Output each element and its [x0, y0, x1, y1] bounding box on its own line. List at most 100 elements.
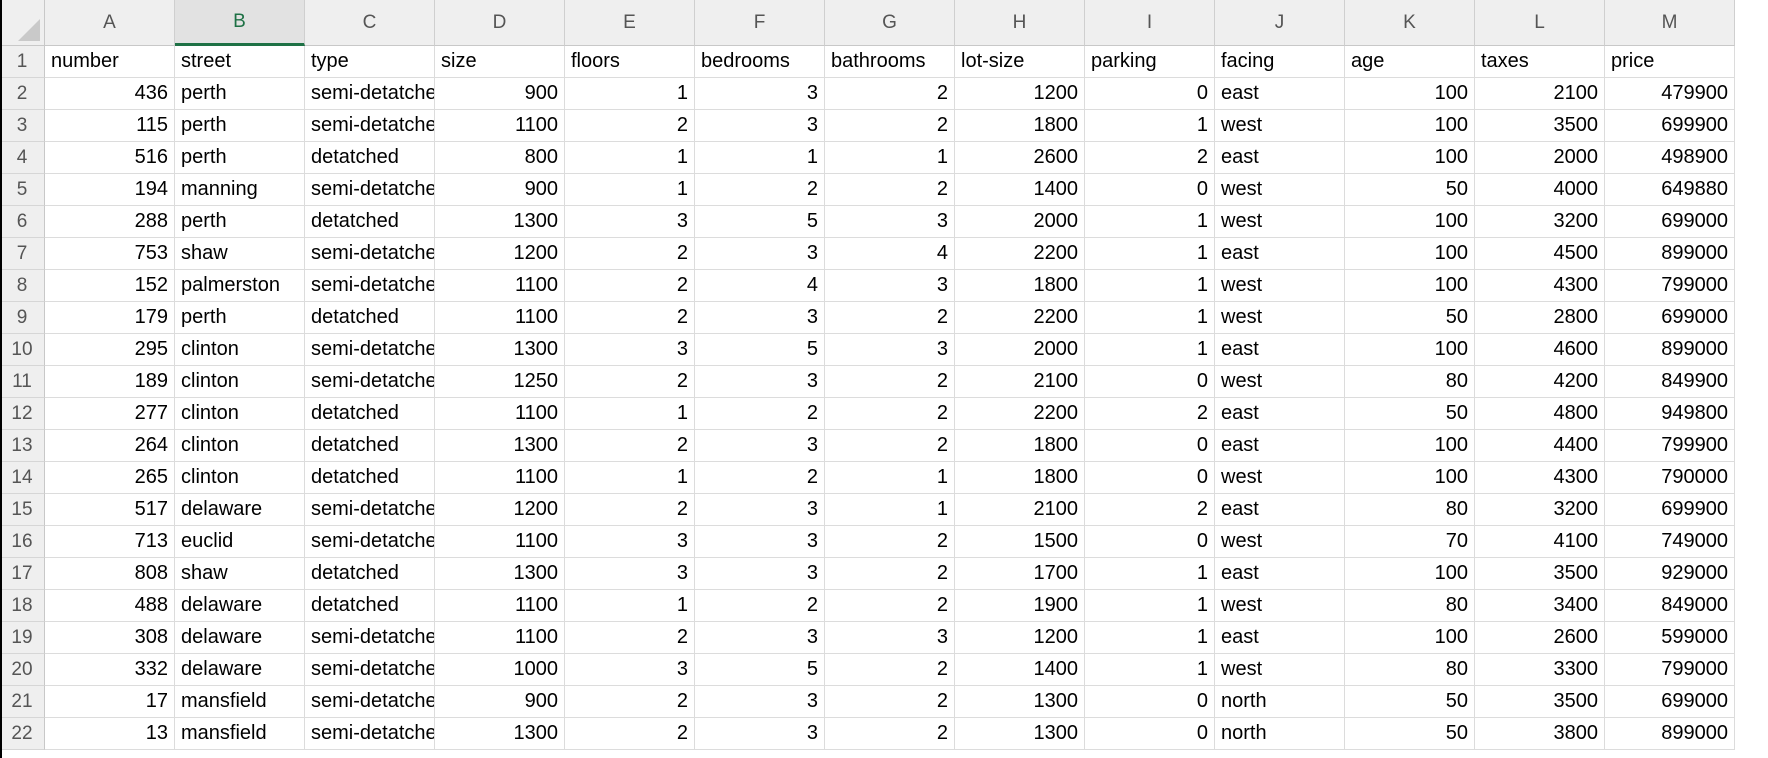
- cell-g7[interactable]: 4: [825, 238, 955, 270]
- cell-g15[interactable]: 1: [825, 494, 955, 526]
- cell-f15[interactable]: 3: [695, 494, 825, 526]
- select-all-corner[interactable]: [0, 0, 45, 46]
- cell-k21[interactable]: 50: [1345, 686, 1475, 718]
- row-header-5[interactable]: 5: [0, 174, 45, 206]
- cell-f7[interactable]: 3: [695, 238, 825, 270]
- cell-i15[interactable]: 2: [1085, 494, 1215, 526]
- cell-j18[interactable]: west: [1215, 590, 1345, 622]
- column-header-g[interactable]: G: [825, 0, 955, 46]
- cell-d4[interactable]: 800: [435, 142, 565, 174]
- column-header-l[interactable]: L: [1475, 0, 1605, 46]
- cell-b5[interactable]: manning: [175, 174, 305, 206]
- cell-d19[interactable]: 1100: [435, 622, 565, 654]
- cell-g1[interactable]: bathrooms: [825, 46, 955, 78]
- cell-h7[interactable]: 2200: [955, 238, 1085, 270]
- cell-c22[interactable]: semi-detatched: [305, 718, 435, 750]
- cell-d9[interactable]: 1100: [435, 302, 565, 334]
- cell-h20[interactable]: 1400: [955, 654, 1085, 686]
- cell-h1[interactable]: lot-size: [955, 46, 1085, 78]
- cell-g17[interactable]: 2: [825, 558, 955, 590]
- cell-f13[interactable]: 3: [695, 430, 825, 462]
- cell-j10[interactable]: east: [1215, 334, 1345, 366]
- cell-i4[interactable]: 2: [1085, 142, 1215, 174]
- cell-i1[interactable]: parking: [1085, 46, 1215, 78]
- cell-c12[interactable]: detatched: [305, 398, 435, 430]
- cell-a15[interactable]: 517: [45, 494, 175, 526]
- cell-l7[interactable]: 4500: [1475, 238, 1605, 270]
- cell-l11[interactable]: 4200: [1475, 366, 1605, 398]
- cell-l5[interactable]: 4000: [1475, 174, 1605, 206]
- cell-k19[interactable]: 100: [1345, 622, 1475, 654]
- row-header-12[interactable]: 12: [0, 398, 45, 430]
- row-header-3[interactable]: 3: [0, 110, 45, 142]
- cell-l20[interactable]: 3300: [1475, 654, 1605, 686]
- cell-a14[interactable]: 265: [45, 462, 175, 494]
- cell-k8[interactable]: 100: [1345, 270, 1475, 302]
- row-header-6[interactable]: 6: [0, 206, 45, 238]
- cell-a2[interactable]: 436: [45, 78, 175, 110]
- cell-k2[interactable]: 100: [1345, 78, 1475, 110]
- cell-h15[interactable]: 2100: [955, 494, 1085, 526]
- cell-j22[interactable]: north: [1215, 718, 1345, 750]
- cell-a13[interactable]: 264: [45, 430, 175, 462]
- cell-b14[interactable]: clinton: [175, 462, 305, 494]
- cell-i5[interactable]: 0: [1085, 174, 1215, 206]
- column-header-f[interactable]: F: [695, 0, 825, 46]
- cell-a12[interactable]: 277: [45, 398, 175, 430]
- cell-k14[interactable]: 100: [1345, 462, 1475, 494]
- cell-l14[interactable]: 4300: [1475, 462, 1605, 494]
- cell-h2[interactable]: 1200: [955, 78, 1085, 110]
- cell-f6[interactable]: 5: [695, 206, 825, 238]
- cell-k17[interactable]: 100: [1345, 558, 1475, 590]
- cell-e4[interactable]: 1: [565, 142, 695, 174]
- cell-l18[interactable]: 3400: [1475, 590, 1605, 622]
- cell-l12[interactable]: 4800: [1475, 398, 1605, 430]
- cell-j13[interactable]: east: [1215, 430, 1345, 462]
- cell-h5[interactable]: 1400: [955, 174, 1085, 206]
- cell-g14[interactable]: 1: [825, 462, 955, 494]
- cell-m15[interactable]: 699900: [1605, 494, 1735, 526]
- cell-b6[interactable]: perth: [175, 206, 305, 238]
- cell-c18[interactable]: detatched: [305, 590, 435, 622]
- cell-d17[interactable]: 1300: [435, 558, 565, 590]
- cell-d21[interactable]: 900: [435, 686, 565, 718]
- cell-l10[interactable]: 4600: [1475, 334, 1605, 366]
- cell-g21[interactable]: 2: [825, 686, 955, 718]
- cell-b19[interactable]: delaware: [175, 622, 305, 654]
- cell-m18[interactable]: 849000: [1605, 590, 1735, 622]
- cell-j6[interactable]: west: [1215, 206, 1345, 238]
- cell-d14[interactable]: 1100: [435, 462, 565, 494]
- column-header-b[interactable]: B: [175, 0, 305, 46]
- cell-k22[interactable]: 50: [1345, 718, 1475, 750]
- cell-i16[interactable]: 0: [1085, 526, 1215, 558]
- cell-d12[interactable]: 1100: [435, 398, 565, 430]
- cell-j4[interactable]: east: [1215, 142, 1345, 174]
- cell-c21[interactable]: semi-detatched: [305, 686, 435, 718]
- cell-b15[interactable]: delaware: [175, 494, 305, 526]
- cell-h12[interactable]: 2200: [955, 398, 1085, 430]
- cell-g20[interactable]: 2: [825, 654, 955, 686]
- cell-c15[interactable]: semi-detatched: [305, 494, 435, 526]
- cell-e5[interactable]: 1: [565, 174, 695, 206]
- cell-b22[interactable]: mansfield: [175, 718, 305, 750]
- cell-g4[interactable]: 1: [825, 142, 955, 174]
- cell-l19[interactable]: 2600: [1475, 622, 1605, 654]
- cell-k5[interactable]: 50: [1345, 174, 1475, 206]
- cell-c17[interactable]: detatched: [305, 558, 435, 590]
- cell-k9[interactable]: 50: [1345, 302, 1475, 334]
- cell-l3[interactable]: 3500: [1475, 110, 1605, 142]
- cell-j17[interactable]: east: [1215, 558, 1345, 590]
- cell-b3[interactable]: perth: [175, 110, 305, 142]
- cell-b2[interactable]: perth: [175, 78, 305, 110]
- cell-k1[interactable]: age: [1345, 46, 1475, 78]
- cell-i22[interactable]: 0: [1085, 718, 1215, 750]
- cell-a4[interactable]: 516: [45, 142, 175, 174]
- cell-h10[interactable]: 2000: [955, 334, 1085, 366]
- cell-e17[interactable]: 3: [565, 558, 695, 590]
- cell-a18[interactable]: 488: [45, 590, 175, 622]
- cell-j19[interactable]: east: [1215, 622, 1345, 654]
- cell-b18[interactable]: delaware: [175, 590, 305, 622]
- cell-c4[interactable]: detatched: [305, 142, 435, 174]
- cell-e2[interactable]: 1: [565, 78, 695, 110]
